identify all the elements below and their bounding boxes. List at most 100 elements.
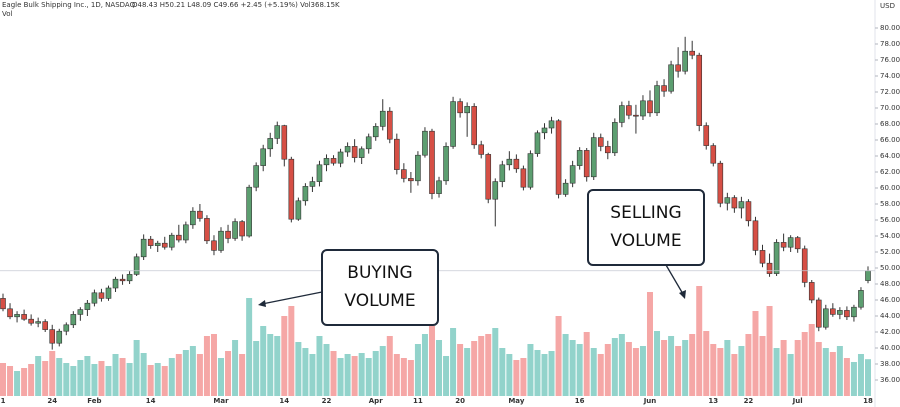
volume-bar xyxy=(724,340,731,396)
volume-bar xyxy=(773,348,780,396)
volume-bar xyxy=(210,334,217,396)
volume-bar xyxy=(337,358,344,396)
volume-bar xyxy=(400,358,407,396)
candle-body xyxy=(597,137,604,147)
volume-bar xyxy=(787,354,794,396)
candle-body xyxy=(837,310,843,315)
plot: 36.00 38.00 40.00 42.00 44.00 46.00 48.00 50.00… xyxy=(0,24,900,405)
candle-body xyxy=(808,282,815,301)
candle-body xyxy=(379,110,386,127)
volume-bar xyxy=(295,342,302,396)
x-tick-label: 13 xyxy=(708,397,718,405)
volume-bar xyxy=(766,306,773,396)
volume-bar xyxy=(618,334,625,396)
candle-body xyxy=(147,238,154,246)
volume-bar xyxy=(414,344,421,396)
volume-bar xyxy=(288,306,295,396)
candle-body xyxy=(49,329,56,344)
candle-body xyxy=(548,120,555,129)
y-tick-label: 56.00 xyxy=(880,216,900,224)
candle-body xyxy=(555,120,562,195)
candle-body xyxy=(429,130,435,194)
volume-bar xyxy=(372,351,379,396)
x-tick-label: Apr xyxy=(369,397,383,405)
x-tick-label: 22 xyxy=(322,397,332,405)
y-tick-label: 40.00 xyxy=(880,344,900,352)
candle-body xyxy=(323,158,330,166)
volume-bar xyxy=(218,358,225,396)
candle-body xyxy=(183,224,189,241)
candle-body xyxy=(710,145,717,164)
y-tick-label: 62.00 xyxy=(880,168,900,176)
candle-body xyxy=(696,54,703,126)
candle-body xyxy=(330,158,337,164)
volume-bar xyxy=(865,359,871,396)
volume-bar xyxy=(126,363,133,396)
volume-bar xyxy=(611,338,618,396)
volume-bar xyxy=(822,348,829,396)
candle-body xyxy=(56,330,63,344)
candle-body xyxy=(654,85,660,114)
volume-bar xyxy=(316,336,323,396)
candle-body xyxy=(274,125,281,139)
y-tick-label: 58.00 xyxy=(880,200,900,208)
candle-body xyxy=(773,242,780,274)
candle-body xyxy=(457,101,463,114)
y-tick-label: 80.00 xyxy=(880,24,900,32)
y-tick-label: 50.00 xyxy=(880,264,900,272)
volume-bar xyxy=(232,340,239,396)
volume-bar xyxy=(625,342,632,396)
candle-body xyxy=(569,165,576,184)
candle-body xyxy=(133,256,140,275)
volume-bar xyxy=(309,354,316,396)
candle-body xyxy=(365,136,372,150)
x-tick-label: 14 xyxy=(279,397,289,405)
annotation-text: SELLING xyxy=(610,203,681,223)
candle-body xyxy=(98,292,105,299)
candle-body xyxy=(218,230,224,251)
candle-body xyxy=(190,210,196,226)
volume-bar xyxy=(189,346,196,396)
x-tick-label: 1 xyxy=(1,397,6,405)
volume-bar xyxy=(745,334,752,396)
arrow xyxy=(665,264,684,295)
volume-bar xyxy=(583,332,590,396)
arrow xyxy=(261,291,323,305)
candle-body xyxy=(14,314,20,318)
volume-bar xyxy=(182,350,189,396)
y-tick-label: 68.00 xyxy=(880,120,900,128)
y-tick-label: 36.00 xyxy=(880,376,900,384)
volume-bar xyxy=(639,346,646,396)
volume-bar xyxy=(330,351,337,396)
volume-bar xyxy=(661,340,668,396)
volume-bar xyxy=(668,336,675,396)
candle-body xyxy=(562,182,569,195)
y-tick-label: 44.00 xyxy=(880,312,900,320)
candle-body xyxy=(239,221,245,237)
x-tick-label: 24 xyxy=(47,397,57,405)
volume-bar xyxy=(133,340,140,396)
candle-body xyxy=(780,242,787,248)
y-tick-label: 46.00 xyxy=(880,296,900,304)
volume-bar xyxy=(731,354,738,396)
candle-body xyxy=(703,125,710,146)
candle-body xyxy=(759,250,766,264)
x-tick-label: 11 xyxy=(413,397,423,405)
y-tick-label: 38.00 xyxy=(880,360,900,368)
volume-bar xyxy=(28,364,35,396)
candle-body xyxy=(267,138,274,150)
candle-body xyxy=(176,234,182,241)
candle-body xyxy=(197,210,203,219)
candle-body xyxy=(84,302,91,310)
candle-body xyxy=(309,181,316,187)
volume-bar xyxy=(632,348,639,396)
volume-bar xyxy=(154,363,161,396)
candle-body xyxy=(738,201,745,209)
candle-body xyxy=(232,221,238,239)
candle-body xyxy=(105,287,112,299)
annotation-box xyxy=(587,189,705,266)
volume-bar xyxy=(499,348,506,396)
volume-bar xyxy=(302,348,309,396)
volume-bar xyxy=(274,336,281,396)
candle-body xyxy=(633,114,639,117)
